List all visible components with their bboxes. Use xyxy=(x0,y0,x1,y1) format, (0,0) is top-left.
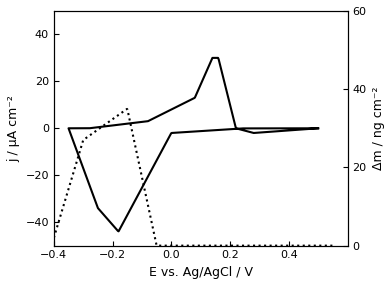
X-axis label: E vs. Ag/AgCl / V: E vs. Ag/AgCl / V xyxy=(149,266,253,279)
Y-axis label: j / μA cm⁻²: j / μA cm⁻² xyxy=(7,95,20,162)
Y-axis label: Δm / ng cm⁻²: Δm / ng cm⁻² xyxy=(372,87,385,170)
